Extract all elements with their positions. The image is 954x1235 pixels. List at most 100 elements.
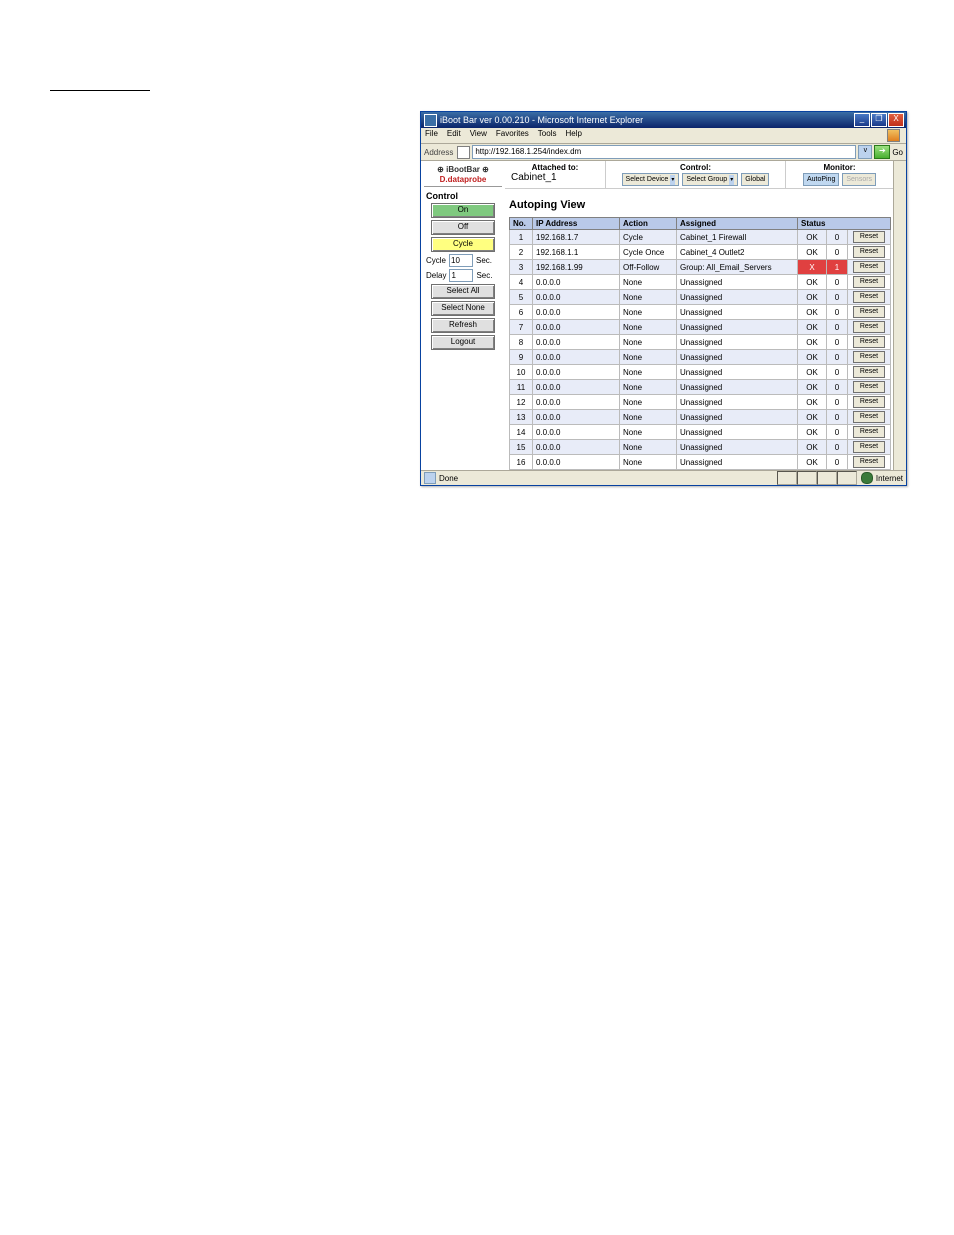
- delay-time-input[interactable]: [449, 269, 473, 282]
- cell-count: 0: [827, 410, 848, 425]
- table-row: 140.0.0.0NoneUnassignedOK0Reset: [510, 425, 891, 440]
- reset-button[interactable]: Reset: [853, 351, 885, 363]
- menu-tools[interactable]: Tools: [538, 129, 557, 142]
- attached-name: Cabinet_1: [511, 172, 599, 183]
- cell-no: 8: [510, 335, 533, 350]
- reset-button[interactable]: Reset: [853, 291, 885, 303]
- address-label: Address: [424, 148, 453, 157]
- cell-no: 15: [510, 440, 533, 455]
- reset-button[interactable]: Reset: [853, 231, 885, 243]
- reset-button[interactable]: Reset: [853, 276, 885, 288]
- cell-ip: 0.0.0.0: [533, 305, 620, 320]
- minimize-button[interactable]: _: [854, 113, 870, 127]
- cell-ip: 0.0.0.0: [533, 410, 620, 425]
- global-button[interactable]: Global: [741, 173, 769, 186]
- control-strip-label: Control:: [612, 163, 779, 172]
- table-row: 120.0.0.0NoneUnassignedOK0Reset: [510, 395, 891, 410]
- cell-status: X: [798, 260, 827, 275]
- cell-action: None: [620, 440, 677, 455]
- sensors-button[interactable]: Sensors: [842, 173, 876, 186]
- cell-no: 12: [510, 395, 533, 410]
- cell-status: OK: [798, 380, 827, 395]
- cell-ip: 0.0.0.0: [533, 380, 620, 395]
- status-cell: [797, 471, 817, 485]
- autoping-button[interactable]: AutoPing: [803, 173, 839, 186]
- reset-button[interactable]: Reset: [853, 441, 885, 453]
- table-row: 40.0.0.0NoneUnassignedOK0Reset: [510, 275, 891, 290]
- cell-assigned: Group: All_Email_Servers: [677, 260, 798, 275]
- select-device-dropdown[interactable]: Select Device: [622, 173, 680, 186]
- cell-no: 3: [510, 260, 533, 275]
- cell-no: 14: [510, 425, 533, 440]
- cell-reset: Reset: [848, 440, 891, 455]
- cell-assigned: Unassigned: [677, 380, 798, 395]
- go-button[interactable]: ➔: [874, 145, 890, 159]
- cell-count: 0: [827, 275, 848, 290]
- menu-file[interactable]: File: [425, 129, 438, 142]
- cell-action: None: [620, 410, 677, 425]
- cell-action: None: [620, 380, 677, 395]
- go-label: Go: [892, 148, 903, 157]
- col-status: Status: [798, 218, 891, 230]
- cell-ip: 192.168.1.99: [533, 260, 620, 275]
- refresh-button[interactable]: Refresh: [431, 318, 495, 333]
- cell-no: 13: [510, 410, 533, 425]
- select-group-dropdown[interactable]: Select Group: [682, 173, 738, 186]
- address-bar: Address http://192.168.1.254/index.dm v …: [421, 144, 906, 161]
- menu-favorites[interactable]: Favorites: [496, 129, 529, 142]
- col-ip: IP Address: [533, 218, 620, 230]
- reset-button[interactable]: Reset: [853, 396, 885, 408]
- vertical-scrollbar[interactable]: [893, 161, 906, 470]
- cell-no: 2: [510, 245, 533, 260]
- off-button[interactable]: Off: [431, 220, 495, 235]
- reset-button[interactable]: Reset: [853, 411, 885, 423]
- close-button[interactable]: X: [888, 113, 904, 127]
- reset-button[interactable]: Reset: [853, 261, 885, 273]
- cell-action: Off-Follow: [620, 260, 677, 275]
- autoping-table: No. IP Address Action Assigned Status 11…: [509, 217, 891, 470]
- cell-assigned: Unassigned: [677, 425, 798, 440]
- cell-ip: 0.0.0.0: [533, 320, 620, 335]
- cell-assigned: Unassigned: [677, 440, 798, 455]
- cycle-button[interactable]: Cycle: [431, 237, 495, 252]
- select-all-button[interactable]: Select All: [431, 284, 495, 299]
- cell-action: None: [620, 365, 677, 380]
- reset-button[interactable]: Reset: [853, 456, 885, 468]
- cell-count: 0: [827, 335, 848, 350]
- cell-status: OK: [798, 440, 827, 455]
- on-button[interactable]: On: [431, 203, 495, 218]
- status-cell: [817, 471, 837, 485]
- cell-action: None: [620, 455, 677, 470]
- menu-help[interactable]: Help: [565, 129, 581, 142]
- cell-ip: 0.0.0.0: [533, 290, 620, 305]
- menu-edit[interactable]: Edit: [447, 129, 461, 142]
- cycle-time-input[interactable]: [449, 254, 473, 267]
- cell-status: OK: [798, 425, 827, 440]
- menu-view[interactable]: View: [470, 129, 487, 142]
- status-cell: [837, 471, 857, 485]
- reset-button[interactable]: Reset: [853, 306, 885, 318]
- table-row: 60.0.0.0NoneUnassignedOK0Reset: [510, 305, 891, 320]
- cell-status: OK: [798, 290, 827, 305]
- reset-button[interactable]: Reset: [853, 246, 885, 258]
- address-dropdown[interactable]: v: [858, 145, 872, 159]
- cell-status: OK: [798, 395, 827, 410]
- reset-button[interactable]: Reset: [853, 381, 885, 393]
- logout-button[interactable]: Logout: [431, 335, 495, 350]
- reset-button[interactable]: Reset: [853, 366, 885, 378]
- table-row: 70.0.0.0NoneUnassignedOK0Reset: [510, 320, 891, 335]
- table-row: 90.0.0.0NoneUnassignedOK0Reset: [510, 350, 891, 365]
- cell-status: OK: [798, 320, 827, 335]
- cell-count: 0: [827, 380, 848, 395]
- reset-button[interactable]: Reset: [853, 321, 885, 333]
- maximize-button[interactable]: ❐: [871, 113, 887, 127]
- cell-status: OK: [798, 410, 827, 425]
- select-none-button[interactable]: Select None: [431, 301, 495, 316]
- browser-window: iBoot Bar ver 0.00.210 - Microsoft Inter…: [420, 111, 907, 486]
- internet-zone-icon: [861, 472, 873, 484]
- cell-ip: 0.0.0.0: [533, 440, 620, 455]
- address-input[interactable]: http://192.168.1.254/index.dm: [472, 145, 856, 159]
- reset-button[interactable]: Reset: [853, 426, 885, 438]
- cell-reset: Reset: [848, 305, 891, 320]
- reset-button[interactable]: Reset: [853, 336, 885, 348]
